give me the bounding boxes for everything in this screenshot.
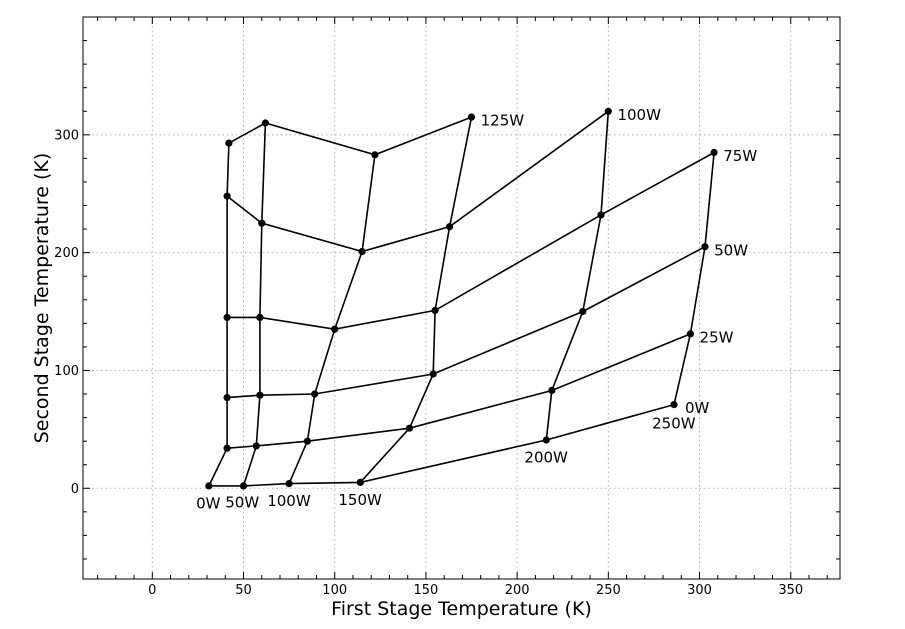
data-point	[597, 211, 605, 219]
grid	[83, 17, 840, 579]
heat-load-annotation: 0W	[196, 495, 221, 513]
data-point	[225, 139, 233, 147]
heat-load-annotation: 50W	[714, 241, 748, 259]
x-tick-label: 350	[778, 583, 803, 598]
data-point	[405, 424, 414, 432]
x-tick-label: 100	[322, 583, 347, 598]
data-point	[223, 192, 231, 200]
data-point	[256, 313, 264, 321]
data-point	[429, 370, 437, 378]
heat-load-annotation: 25W	[700, 328, 734, 346]
x-tick-label: 300	[687, 583, 712, 598]
data-point	[701, 243, 709, 251]
data-point	[205, 482, 213, 490]
data-point	[261, 119, 269, 127]
data-point	[371, 151, 379, 159]
data-point	[239, 482, 248, 490]
second-stage-heat-load-line	[228, 116, 472, 156]
data-point	[467, 113, 476, 121]
x-tick-label: 50	[235, 583, 252, 598]
heat-load-annotation: 50W	[225, 493, 259, 511]
data-point	[579, 307, 587, 316]
data-point	[431, 306, 439, 314]
y-tick-label: 200	[54, 246, 79, 261]
data-point	[256, 391, 264, 399]
plot-frame	[82, 16, 841, 580]
first-stage-heat-load-line	[359, 116, 473, 483]
data-point	[542, 436, 550, 444]
data-point	[548, 386, 556, 395]
data-point	[331, 325, 339, 333]
data-point	[356, 478, 364, 486]
data-point	[670, 401, 678, 409]
y-axis-label: Second Stage Temperature (K)	[31, 153, 53, 444]
data-point	[710, 148, 718, 157]
y-tick-label: 100	[54, 364, 79, 379]
data-point	[303, 437, 311, 445]
data-point	[604, 107, 612, 115]
heat-load-annotation: 250W	[652, 414, 696, 432]
heat-load-annotation: 125W	[481, 112, 525, 130]
heat-load-annotation: 150W	[338, 491, 382, 509]
x-tick-label: 150	[414, 583, 439, 598]
x-tick-label: 200	[505, 583, 530, 598]
data-point	[258, 219, 266, 227]
data-point	[223, 444, 231, 452]
x-axis-label: First Stage Temperature (K)	[331, 598, 592, 620]
data-points	[205, 107, 718, 490]
heat-load-annotation: 100W	[617, 106, 661, 124]
data-point	[358, 247, 366, 256]
second-stage-heat-load-line	[227, 151, 715, 331]
data-point	[223, 313, 231, 321]
data-point	[446, 223, 454, 231]
second-stage-heat-load-line	[227, 333, 691, 449]
x-tick-label: 0	[148, 583, 156, 598]
x-tick-label: 250	[596, 583, 621, 598]
data-point	[311, 390, 319, 398]
heat-load-annotation: 100W	[267, 492, 311, 510]
first-stage-heat-load-line	[288, 154, 376, 484]
second-stage-heat-load-line	[208, 403, 675, 487]
heat-load-annotation: 75W	[723, 147, 757, 165]
data-point	[285, 480, 293, 488]
y-tick-label: 0	[71, 482, 79, 497]
first-stage-heat-load-line	[242, 122, 267, 487]
first-stage-heat-load-line	[208, 143, 230, 487]
first-stage-heat-load-line	[673, 152, 715, 405]
axis-ticks: 0 50 100 150 200 250 300 350 0 100 200 300	[54, 16, 840, 598]
data-point	[223, 394, 231, 402]
data-point	[686, 330, 695, 338]
heat-load-annotation: 0W	[685, 399, 710, 417]
heat-load-annotation: 200W	[524, 449, 568, 467]
second-stage-heat-load-line	[227, 245, 706, 399]
y-tick-label: 300	[54, 128, 79, 143]
data-point	[252, 442, 260, 450]
